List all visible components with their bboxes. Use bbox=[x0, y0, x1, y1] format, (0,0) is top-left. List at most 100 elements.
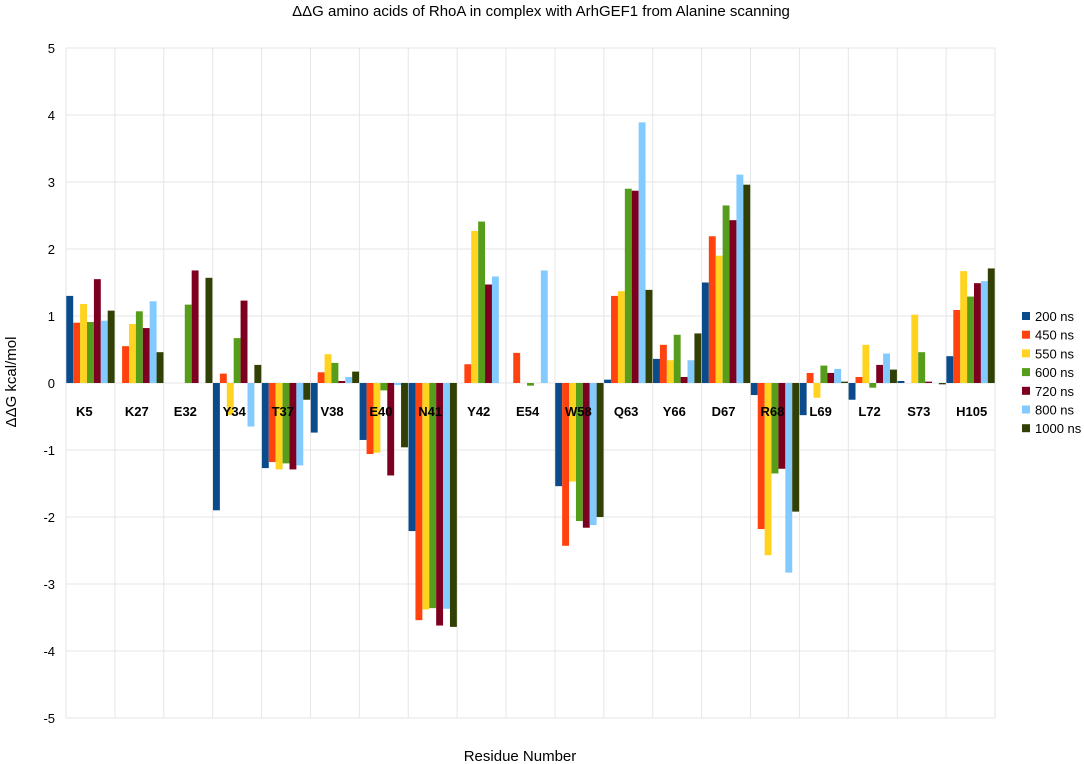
bar bbox=[701, 282, 709, 383]
x-tick-label: L72 bbox=[858, 404, 880, 419]
x-axis-label: Residue Number bbox=[464, 748, 577, 764]
bar bbox=[184, 304, 192, 383]
bar bbox=[254, 364, 262, 383]
bar bbox=[555, 383, 563, 487]
bar bbox=[980, 281, 988, 383]
bar bbox=[122, 346, 129, 383]
bar bbox=[100, 320, 108, 383]
bar bbox=[694, 333, 702, 383]
x-tick-label: Y66 bbox=[663, 404, 686, 419]
bar bbox=[149, 301, 157, 383]
bar bbox=[911, 314, 919, 383]
legend-swatch bbox=[1022, 330, 1030, 339]
bar bbox=[86, 322, 94, 383]
bar bbox=[191, 270, 199, 383]
bar bbox=[373, 383, 381, 453]
bar bbox=[897, 380, 905, 383]
bars bbox=[66, 122, 995, 627]
bar bbox=[569, 383, 576, 482]
legend-swatch bbox=[1022, 405, 1030, 414]
bar bbox=[366, 383, 374, 455]
x-tick-label: Y34 bbox=[223, 404, 247, 419]
bar bbox=[352, 371, 360, 383]
y-tick-label: 5 bbox=[48, 41, 55, 56]
x-tick-label: K5 bbox=[76, 404, 93, 419]
legend-swatch bbox=[1022, 368, 1030, 377]
bar bbox=[611, 295, 618, 383]
bar bbox=[820, 365, 828, 383]
y-tick-label: -1 bbox=[43, 443, 55, 458]
bar bbox=[938, 383, 946, 385]
x-tick-label: W58 bbox=[565, 404, 592, 419]
bar bbox=[212, 383, 220, 511]
bar bbox=[624, 188, 632, 383]
legend-swatch bbox=[1022, 424, 1030, 433]
bar bbox=[596, 383, 604, 517]
bar bbox=[736, 174, 744, 383]
bar bbox=[66, 295, 74, 383]
y-tick-label: -2 bbox=[43, 510, 55, 525]
legend-label: 800 ns bbox=[1035, 403, 1075, 418]
x-tick-label: S73 bbox=[907, 404, 930, 419]
bar bbox=[967, 296, 975, 383]
bar bbox=[645, 289, 653, 383]
bar bbox=[268, 383, 276, 463]
bar bbox=[107, 310, 115, 383]
bar bbox=[282, 383, 290, 464]
bar bbox=[156, 352, 164, 383]
bar bbox=[205, 277, 213, 383]
bar bbox=[380, 383, 388, 391]
bar bbox=[387, 383, 395, 476]
bar bbox=[449, 383, 457, 627]
bar bbox=[93, 279, 101, 383]
bar bbox=[485, 284, 492, 383]
y-tick-label: -5 bbox=[43, 711, 55, 726]
bar bbox=[715, 255, 723, 383]
bar bbox=[478, 221, 486, 383]
bar bbox=[415, 383, 423, 621]
bar bbox=[785, 383, 793, 573]
y-axis-label: ΔΔG kcal/mol bbox=[3, 337, 20, 428]
bar bbox=[764, 383, 772, 556]
legend-label: 450 ns bbox=[1035, 328, 1075, 343]
bar bbox=[582, 383, 590, 528]
bar bbox=[240, 300, 248, 383]
bar bbox=[890, 369, 897, 383]
bar bbox=[324, 354, 332, 383]
bar bbox=[471, 230, 479, 383]
bar bbox=[708, 236, 716, 383]
bar bbox=[666, 360, 674, 383]
legend-swatch bbox=[1022, 312, 1030, 320]
y-tick-label: 4 bbox=[48, 108, 55, 123]
bar bbox=[974, 283, 981, 383]
bar bbox=[513, 352, 521, 383]
bar bbox=[429, 383, 437, 609]
y-tick-label: 3 bbox=[48, 175, 55, 190]
bar bbox=[946, 356, 954, 383]
bar bbox=[436, 383, 444, 626]
bar bbox=[443, 383, 450, 609]
bar bbox=[128, 324, 136, 383]
bar bbox=[778, 383, 786, 469]
bar bbox=[827, 372, 835, 383]
bar bbox=[401, 383, 408, 448]
bar bbox=[73, 322, 81, 383]
bar bbox=[855, 376, 863, 383]
bar bbox=[653, 358, 660, 383]
bar bbox=[394, 383, 402, 386]
x-tick-label: N41 bbox=[418, 404, 442, 419]
bar bbox=[617, 291, 625, 383]
bar bbox=[604, 379, 612, 383]
y-tick-label: -3 bbox=[43, 577, 55, 592]
bar bbox=[422, 383, 430, 610]
bar bbox=[345, 376, 353, 383]
x-tick-label: E54 bbox=[516, 404, 540, 419]
bar bbox=[659, 344, 667, 383]
y-tick-label: 1 bbox=[48, 309, 55, 324]
bar bbox=[226, 383, 234, 416]
bar bbox=[80, 303, 87, 383]
legend-swatch bbox=[1022, 349, 1030, 358]
x-tick-label: R68 bbox=[761, 404, 785, 419]
bar bbox=[562, 383, 570, 546]
x-tick-label: E40 bbox=[369, 404, 392, 419]
